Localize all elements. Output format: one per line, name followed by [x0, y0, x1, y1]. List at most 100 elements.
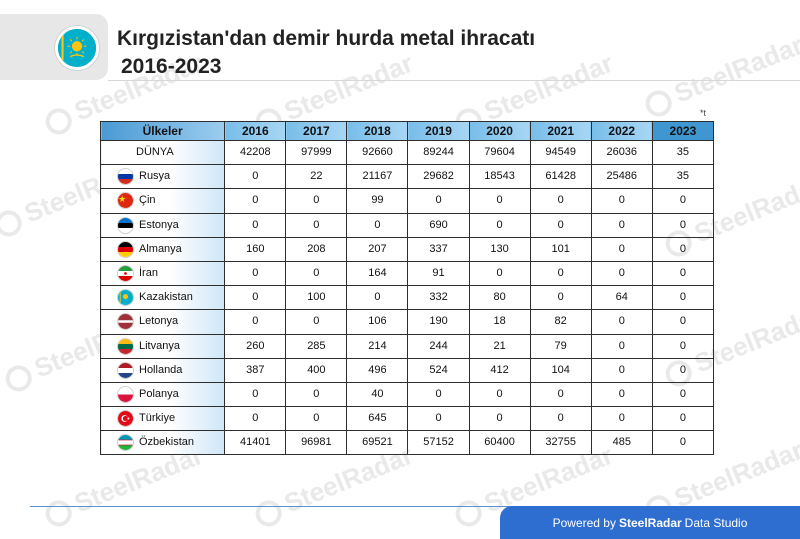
value-cell: 0: [224, 212, 287, 238]
kazakhstan-flag-icon: [117, 289, 134, 307]
country-cell-content: Türkiye: [101, 407, 224, 430]
value-cell: 35: [651, 139, 715, 166]
value-cell: 80: [468, 285, 531, 311]
value-cell: 0: [590, 309, 653, 335]
value-cell: 0: [224, 164, 287, 190]
lithuania-flag-icon: [117, 337, 134, 355]
value-cell: 208: [285, 236, 348, 262]
country-name: DÜNYA: [136, 146, 174, 159]
steelradar-logo-icon: [0, 206, 26, 241]
value-cell: 0: [529, 260, 592, 287]
value-cell: 0: [224, 285, 287, 311]
column-header: 2021: [529, 121, 592, 141]
value-cell: 0: [285, 188, 348, 214]
value-cell: 260: [224, 333, 287, 359]
value-cell: 0: [651, 406, 715, 432]
kazakhstan-flag-icon: [55, 26, 99, 70]
country-cell: DÜNYA: [99, 139, 226, 166]
country-name: Kazakistan: [139, 291, 193, 304]
country-name: Litvanya: [139, 339, 180, 352]
value-cell: 0: [468, 188, 531, 214]
value-cell: 160: [224, 236, 287, 262]
value-cell: 89244: [407, 139, 470, 166]
table-row: İran 0 0 164 91 0 0 0 0: [99, 260, 715, 287]
page-subtitle: 2016-2023: [121, 55, 222, 78]
value-cell: 0: [529, 406, 592, 432]
country-cell-content: Estonya: [101, 214, 224, 237]
value-cell: 0: [651, 188, 715, 214]
value-cell: 387: [224, 357, 287, 383]
value-cell: 21167: [346, 164, 409, 190]
footer-banner: Powered by SteelRadar Data Studio: [500, 506, 800, 539]
value-cell: 32755: [529, 430, 592, 456]
value-cell: 100: [285, 285, 348, 311]
table-row: Özbekistan 41401 96981 69521 57152 60400 32755…: [99, 430, 715, 456]
value-cell: 94549: [529, 139, 592, 166]
value-cell: 0: [285, 260, 348, 287]
unit-note: *t: [700, 108, 707, 118]
germany-flag-icon: [117, 240, 134, 258]
value-cell: 91: [407, 260, 470, 287]
value-cell: 97999: [285, 139, 348, 166]
value-cell: 485: [590, 430, 653, 456]
table-row: Estonya 0 0 0 690 0 0 0 0: [99, 212, 715, 238]
value-cell: 0: [224, 260, 287, 287]
value-cell: 64: [590, 285, 653, 311]
value-cell: 41401: [224, 430, 287, 456]
table-row: Hollanda 387 400 496 524 412 104 0 0: [99, 357, 715, 383]
value-cell: 130: [468, 236, 531, 262]
country-cell-content: Litvanya: [101, 335, 224, 358]
china-flag-icon: [117, 192, 134, 210]
value-cell: 40: [346, 381, 409, 408]
value-cell: 0: [590, 381, 653, 408]
value-cell: 524: [407, 357, 470, 383]
country-cell-content: Polanya: [101, 383, 224, 406]
value-cell: 0: [529, 188, 592, 214]
table-body: DÜNYA 42208 97999 92660 89244 79604 94549 26036…: [99, 139, 715, 456]
value-cell: 0: [651, 333, 715, 359]
value-cell: 0: [224, 188, 287, 214]
table-row: Letonya 0 0 106 190 18 82 0 0: [99, 309, 715, 335]
country-cell-content: Rusya: [101, 165, 224, 188]
country-cell-content: DÜNYA: [101, 141, 224, 164]
value-cell: 0: [590, 260, 653, 287]
value-cell: 207: [346, 236, 409, 262]
country-cell: Çin: [99, 188, 226, 214]
country-name: Almanya: [139, 242, 182, 255]
country-cell: İran: [99, 260, 226, 287]
value-cell: 101: [529, 236, 592, 262]
value-cell: 0: [529, 285, 592, 311]
country-cell: Polanya: [99, 381, 226, 408]
value-cell: 104: [529, 357, 592, 383]
value-cell: 337: [407, 236, 470, 262]
country-cell-content: İran: [101, 262, 224, 285]
value-cell: 0: [529, 381, 592, 408]
country-cell: Rusya: [99, 164, 226, 190]
country-name: Letonya: [139, 315, 179, 328]
table-row: DÜNYA 42208 97999 92660 89244 79604 94549 26036…: [99, 139, 715, 166]
value-cell: 0: [468, 381, 531, 408]
value-cell: 0: [346, 285, 409, 311]
value-cell: 0: [590, 212, 653, 238]
value-cell: 0: [285, 381, 348, 408]
country-cell-content: Letonya: [101, 310, 224, 333]
value-cell: 690: [407, 212, 470, 238]
country-cell: Litvanya: [99, 333, 226, 359]
value-cell: 400: [285, 357, 348, 383]
value-cell: 0: [590, 357, 653, 383]
value-cell: 0: [468, 260, 531, 287]
value-cell: 35: [651, 164, 715, 190]
value-cell: 412: [468, 357, 531, 383]
country-name: Rusya: [139, 170, 171, 183]
country-cell-content: Çin: [101, 189, 224, 212]
export-table: Ülkeler 2016 2017 2018 2019 2020 2021 20…: [99, 121, 715, 456]
value-cell: 0: [285, 406, 348, 432]
value-cell: 25486: [590, 164, 653, 190]
value-cell: 57152: [407, 430, 470, 456]
iran-flag-icon: [117, 265, 134, 283]
value-cell: 79604: [468, 139, 531, 166]
country-cell: Türkiye: [99, 406, 226, 432]
value-cell: 92660: [346, 139, 409, 166]
steelradar-logo-icon: [41, 104, 76, 139]
value-cell: 0: [407, 406, 470, 432]
